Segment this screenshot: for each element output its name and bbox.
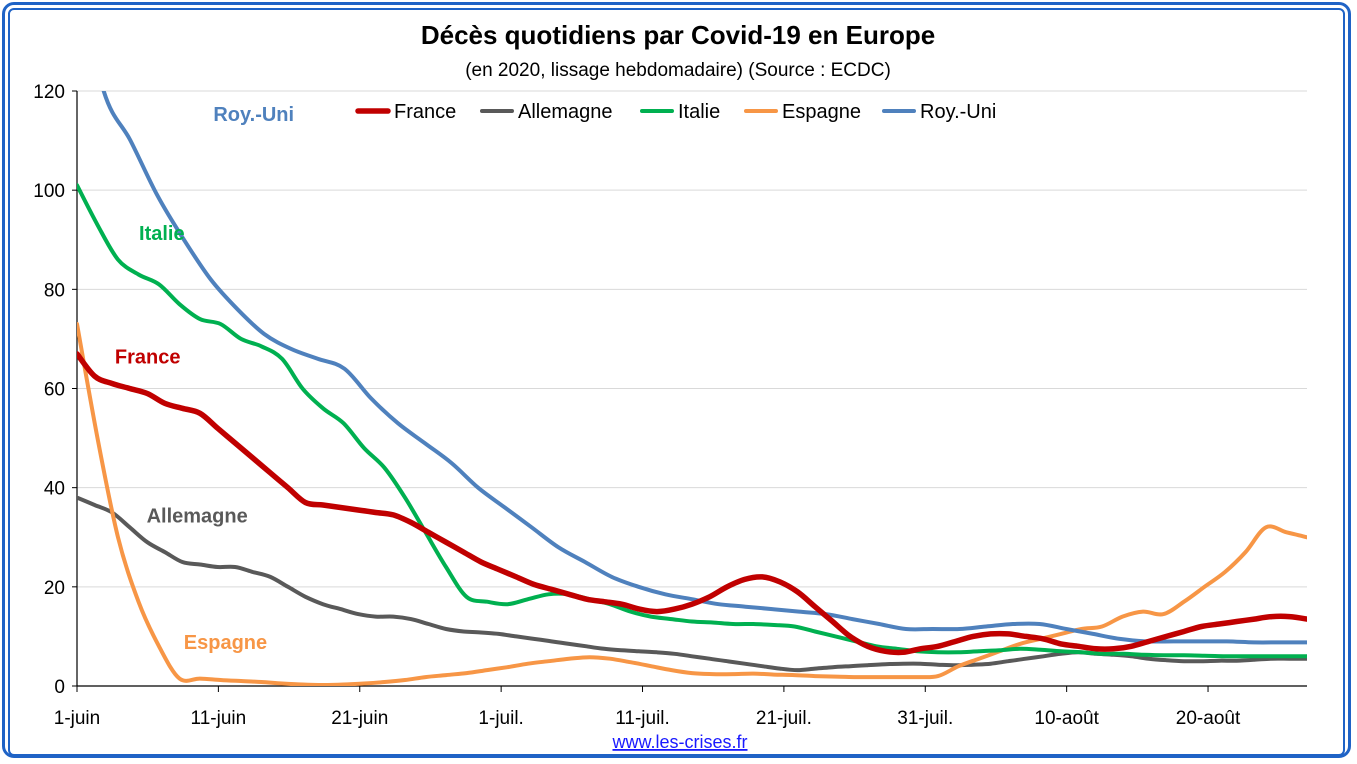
chart-title: Décès quotidiens par Covid-19 en Europe bbox=[421, 20, 935, 50]
y-tick-label: 0 bbox=[54, 677, 65, 698]
series-line-royuni bbox=[101, 91, 1307, 645]
series-lines bbox=[77, 91, 1307, 686]
axes bbox=[72, 90, 1307, 692]
x-tick-label: 1-juil. bbox=[478, 708, 523, 729]
x-tick-label: 11-juil. bbox=[615, 708, 670, 729]
y-tick-label: 60 bbox=[44, 380, 65, 401]
series-label: France bbox=[115, 347, 181, 369]
x-tick-label: 31-juil. bbox=[897, 708, 953, 729]
legend-label: France bbox=[394, 101, 456, 123]
tick-labels: 0 20 40 60 80 100 120 1-juin 11-juin 21-juin 1-jui… bbox=[33, 82, 1241, 729]
legend: France Allemagne Italie Espagne Roy.-Uni bbox=[355, 101, 996, 123]
series-labels: France Allemagne Italie Espagne Roy.-Uni bbox=[115, 104, 294, 654]
chart-subtitle: (en 2020, lissage hebdomadaire) (Source … bbox=[465, 60, 891, 81]
y-tick-label: 120 bbox=[33, 82, 65, 103]
inner-frame bbox=[8, 8, 1345, 756]
legend-label: Allemagne bbox=[518, 101, 613, 123]
y-tick-label: 20 bbox=[44, 578, 65, 599]
series-line-france bbox=[77, 351, 1307, 656]
legend-label: Espagne bbox=[782, 101, 861, 123]
source-link[interactable]: www.les-crises.fr bbox=[611, 732, 747, 752]
x-tick-label: 11-juin bbox=[191, 708, 247, 729]
y-tick-label: 40 bbox=[44, 479, 65, 500]
x-tick-label: 21-juil. bbox=[756, 708, 812, 729]
x-tick-label: 1-juin bbox=[54, 708, 100, 729]
grid-lines bbox=[77, 90, 1307, 588]
legend-label: Italie bbox=[678, 101, 720, 123]
series-line-italie bbox=[77, 183, 1307, 659]
series-line-espagne bbox=[77, 322, 1307, 686]
series-label: Roy.-Uni bbox=[213, 104, 294, 126]
y-tick-label: 100 bbox=[33, 181, 65, 202]
series-label: Allemagne bbox=[147, 505, 248, 527]
x-tick-label: 21-juin bbox=[331, 708, 388, 729]
x-tick-label: 10-août bbox=[1034, 708, 1099, 729]
x-tick-label: 20-août bbox=[1176, 708, 1241, 729]
series-label: Italie bbox=[139, 223, 185, 245]
series-label: Espagne bbox=[184, 632, 267, 654]
y-tick-label: 80 bbox=[44, 280, 65, 301]
legend-label: Roy.-Uni bbox=[920, 101, 996, 123]
